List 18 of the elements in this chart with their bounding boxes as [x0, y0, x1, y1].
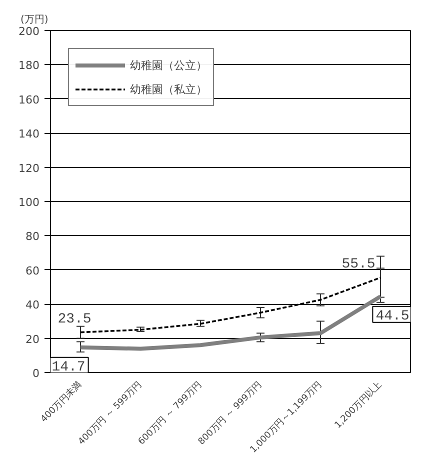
y-tick-label: 120 — [18, 162, 40, 175]
y-tick-label: 140 — [18, 128, 40, 141]
y-tick-label: 80 — [26, 230, 40, 244]
y-tick-label: 40 — [26, 298, 40, 312]
legend-label: 幼稚園（公立） — [130, 58, 207, 72]
y-tick-label: 60 — [26, 264, 40, 278]
legend-label: 幼稚園（私立） — [130, 82, 207, 96]
y-tick-label: 100 — [18, 196, 40, 209]
data-label: 23.5 — [58, 311, 92, 328]
y-axis-title: (万円) — [20, 14, 48, 26]
y-tick-label: 160 — [18, 93, 40, 106]
y-tick-label: 180 — [18, 59, 40, 72]
y-tick-label: 0 — [32, 367, 40, 380]
data-label: 44.5 — [376, 308, 410, 324]
data-label: 55.5 — [342, 256, 376, 273]
data-label: 14.7 — [52, 359, 86, 376]
y-tick-label: 200 — [18, 25, 40, 38]
y-tick-label: 20 — [26, 332, 40, 346]
